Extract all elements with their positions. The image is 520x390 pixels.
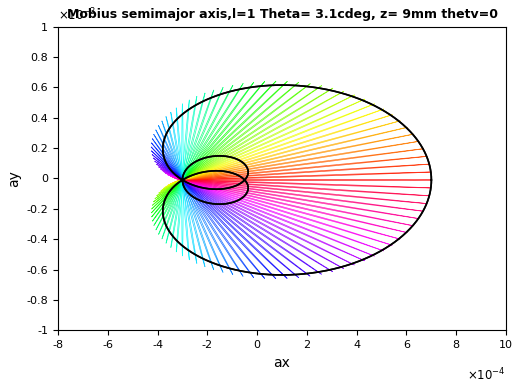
Y-axis label: ay: ay <box>7 170 21 187</box>
X-axis label: ax: ax <box>274 356 291 370</box>
Text: $\times10^{-4}$: $\times10^{-4}$ <box>467 367 506 383</box>
Text: $\times10^{-3}$: $\times10^{-3}$ <box>58 7 96 23</box>
Title: Mobius semimajor axis,l=1 Theta= 3.1cdeg, z= 9mm thetv=0: Mobius semimajor axis,l=1 Theta= 3.1cdeg… <box>67 8 498 21</box>
